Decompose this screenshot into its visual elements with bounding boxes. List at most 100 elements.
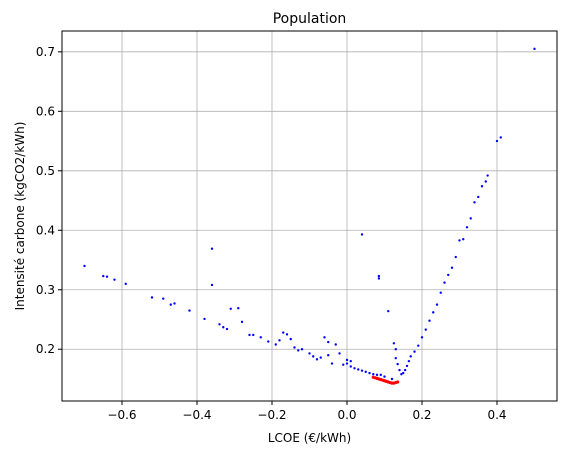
- data-point: [383, 375, 386, 378]
- data-point: [377, 274, 381, 278]
- data-point: [499, 136, 502, 139]
- data-point: [124, 282, 127, 286]
- data-point: [379, 373, 382, 377]
- data-point: [342, 363, 345, 366]
- data-point: [420, 336, 424, 339]
- data-point: [450, 266, 454, 269]
- data-point: [319, 356, 322, 359]
- data-point: [113, 278, 116, 281]
- x-tick-label: −0.2: [257, 408, 286, 422]
- data-point: [357, 368, 360, 371]
- data-point: [405, 364, 409, 368]
- data-point: [372, 373, 375, 376]
- data-point: [349, 365, 352, 368]
- x-axis-title: LCOE (€/kWh): [268, 431, 351, 445]
- y-axis-ticks: 0.2 0.3 0.4 0.5 0.6 0.7: [36, 45, 62, 356]
- data-point: [83, 264, 86, 268]
- y-axis-title: Intensité carbone (kgCO2/kWh): [13, 122, 27, 311]
- data-point: [308, 352, 311, 355]
- data-point: [394, 356, 397, 360]
- data-point: [102, 274, 105, 278]
- y-tick-label: 0.6: [36, 104, 55, 118]
- y-tick-label: 0.5: [36, 164, 55, 178]
- data-point: [428, 319, 431, 322]
- data-point: [188, 309, 191, 312]
- data-point: [210, 247, 214, 250]
- data-point: [162, 297, 165, 300]
- data-point: [469, 217, 472, 220]
- data-point: [248, 333, 251, 337]
- data-point: [267, 340, 270, 343]
- data-point: [289, 337, 292, 341]
- data-point: [252, 333, 255, 337]
- data-point: [278, 339, 281, 342]
- data-point: [282, 331, 285, 334]
- data-point: [486, 174, 489, 177]
- data-point: [237, 307, 240, 310]
- data-point: [150, 296, 154, 299]
- data-point: [403, 368, 407, 372]
- data-point: [360, 233, 364, 236]
- data-point: [473, 201, 476, 204]
- y-tick-label: 0.7: [36, 45, 55, 59]
- grid-lines: [62, 31, 557, 401]
- data-point: [407, 359, 411, 363]
- data-point: [435, 303, 439, 306]
- data-point: [465, 226, 469, 229]
- data-point: [495, 139, 499, 143]
- data-point: [173, 302, 176, 305]
- data-point: [413, 350, 416, 353]
- data-point: [338, 352, 341, 355]
- data-point: [345, 362, 349, 365]
- data-point: [345, 358, 349, 362]
- data-point: [409, 355, 412, 358]
- data-point: [225, 327, 229, 331]
- data-point: [297, 349, 300, 352]
- data-point: [375, 373, 379, 377]
- data-point: [447, 273, 450, 277]
- y-tick-label: 0.2: [36, 342, 55, 356]
- data-point: [368, 371, 371, 375]
- data-point: [203, 317, 206, 321]
- data-point: [259, 336, 262, 339]
- data-point: [400, 373, 403, 376]
- data-point: [105, 275, 109, 278]
- data-point: [477, 195, 480, 199]
- data-point: [480, 185, 484, 188]
- data-point: [432, 311, 435, 314]
- data-points: [83, 47, 536, 385]
- y-tick-label: 0.3: [36, 283, 55, 297]
- data-point: [364, 370, 367, 374]
- data-point: [387, 309, 390, 313]
- data-point: [377, 277, 381, 280]
- data-point: [392, 342, 396, 345]
- data-point: [274, 343, 277, 346]
- x-tick-label: −0.6: [107, 408, 136, 422]
- data-point: [300, 348, 304, 351]
- x-tick-label: 0.4: [487, 408, 506, 422]
- data-point: [240, 320, 244, 324]
- x-tick-label: 0.2: [412, 408, 431, 422]
- data-point: [334, 343, 337, 346]
- data-point: [293, 346, 296, 349]
- data-point: [229, 307, 232, 310]
- data-point: [360, 369, 364, 372]
- data-point: [323, 336, 326, 339]
- plot-frame: [61, 30, 558, 402]
- data-point: [349, 359, 352, 363]
- x-tick-label: 0.0: [337, 408, 356, 422]
- x-tick-label: −0.4: [182, 408, 211, 422]
- data-point: [353, 367, 356, 370]
- data-point: [218, 323, 221, 326]
- data-point: [394, 348, 397, 351]
- data-point: [533, 47, 536, 51]
- data-point: [327, 353, 330, 357]
- data-point: [210, 283, 214, 287]
- data-point: [454, 255, 457, 259]
- data-point: [458, 239, 461, 242]
- y-tick-label: 0.4: [36, 223, 55, 237]
- data-point: [484, 180, 487, 183]
- data-point: [439, 291, 442, 294]
- data-point: [398, 368, 401, 372]
- x-axis-ticks: −0.6 −0.4 −0.2 0.0 0.2 0.4: [107, 401, 507, 422]
